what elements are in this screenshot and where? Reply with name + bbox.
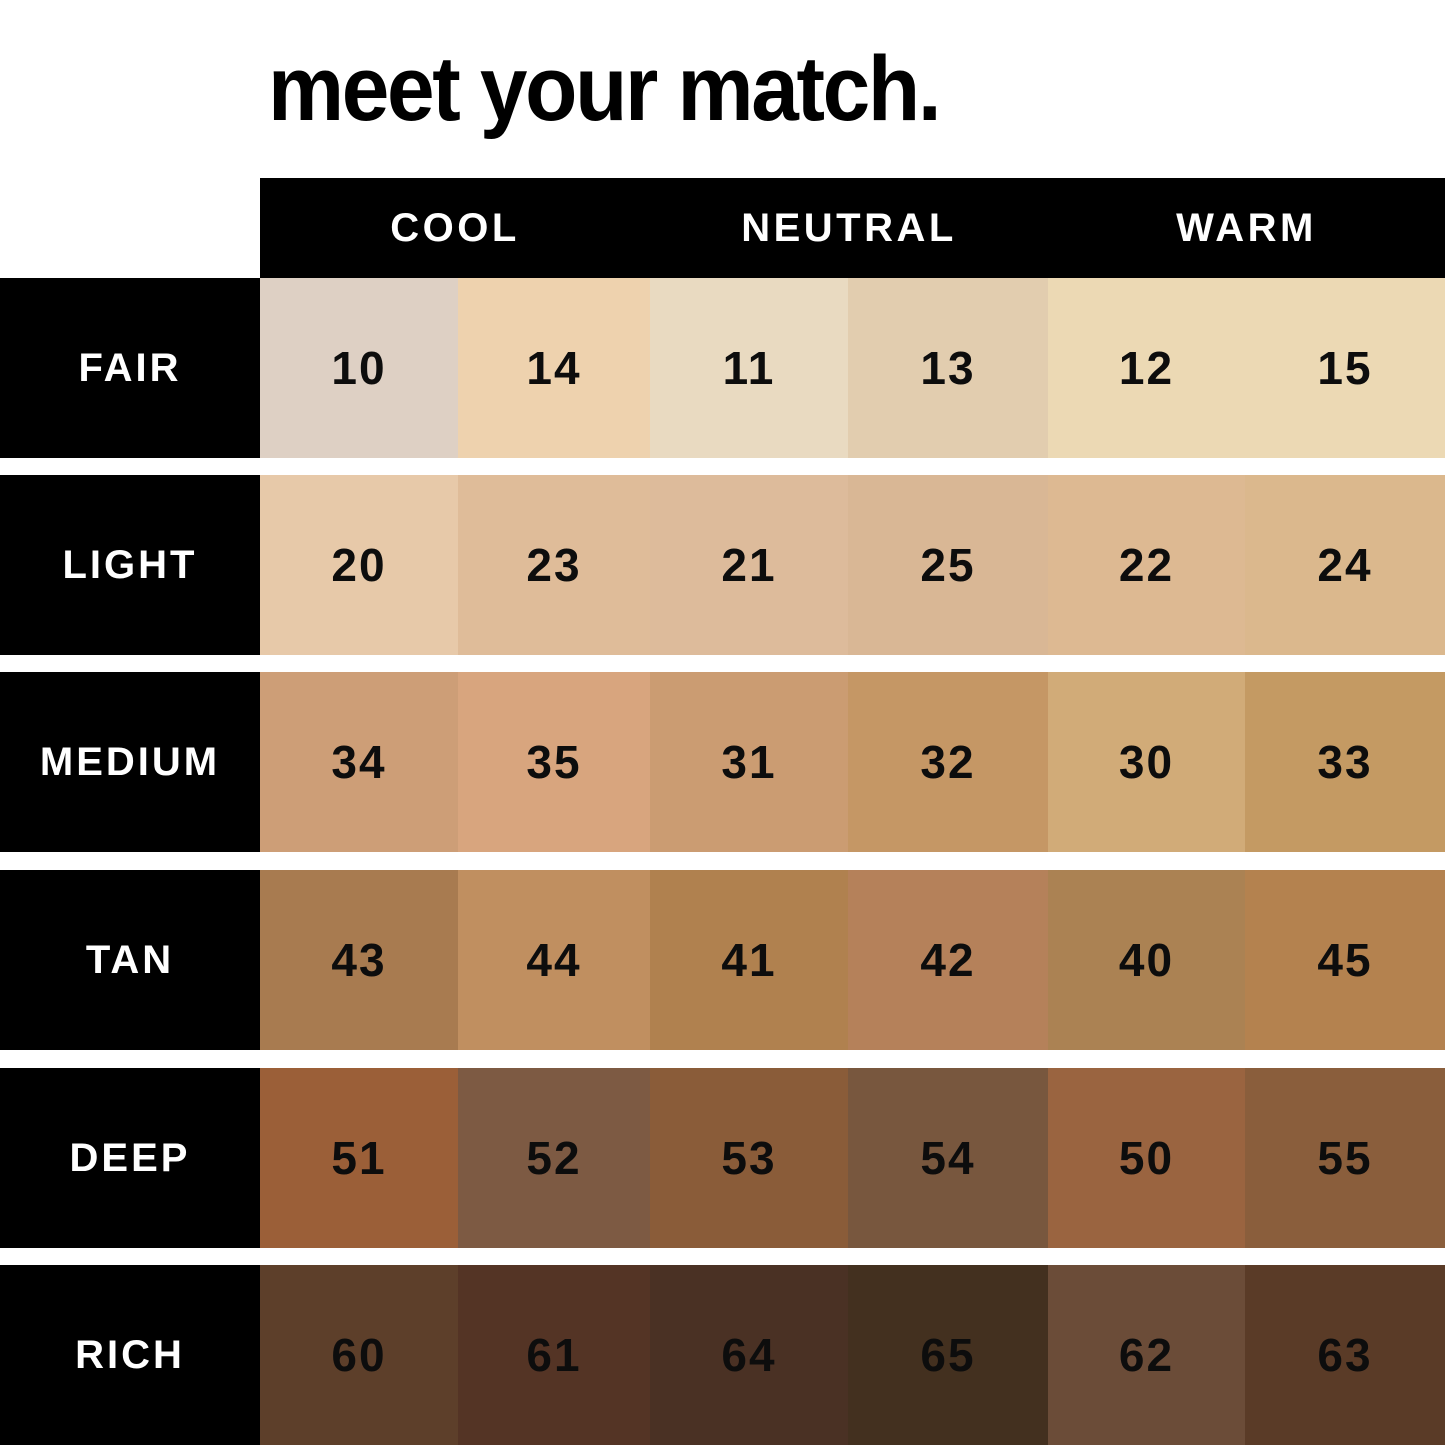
swatch-cell[interactable]: 54 bbox=[848, 1068, 1048, 1248]
swatch-group-fair: 10 14 11 13 12 15 bbox=[260, 278, 1445, 458]
swatch-cell[interactable]: 31 bbox=[650, 672, 848, 852]
swatch-cell[interactable]: 42 bbox=[848, 870, 1048, 1050]
shade-number: 51 bbox=[331, 1132, 387, 1184]
shade-number: 61 bbox=[526, 1329, 582, 1381]
shade-number: 25 bbox=[920, 539, 976, 591]
shade-row-tan: TAN 43 44 41 42 40 45 bbox=[0, 870, 1445, 1050]
swatch-group-medium: 34 35 31 32 30 33 bbox=[260, 672, 1445, 852]
row-label-medium: MEDIUM bbox=[0, 672, 260, 852]
swatch-cell[interactable]: 60 bbox=[260, 1265, 458, 1445]
shade-number: 44 bbox=[526, 934, 582, 986]
swatch-cell[interactable]: 64 bbox=[650, 1265, 848, 1445]
shade-number: 10 bbox=[331, 342, 387, 394]
swatch-cell[interactable]: 51 bbox=[260, 1068, 458, 1248]
shade-number: 54 bbox=[920, 1132, 976, 1184]
shade-number: 41 bbox=[721, 934, 777, 986]
shade-number: 64 bbox=[721, 1329, 777, 1381]
shade-number: 65 bbox=[920, 1329, 976, 1381]
shade-number: 62 bbox=[1118, 1329, 1175, 1381]
shade-number: 12 bbox=[1118, 342, 1175, 394]
shade-number: 30 bbox=[1118, 736, 1175, 788]
shade-row-fair: FAIR 10 14 11 13 12 15 bbox=[0, 278, 1445, 458]
page-title: meet your match. bbox=[268, 38, 942, 140]
shade-row-medium: MEDIUM 34 35 31 32 30 33 bbox=[0, 672, 1445, 852]
column-header-warm: WARM bbox=[1176, 205, 1317, 250]
swatch-cell[interactable]: 53 bbox=[650, 1068, 848, 1248]
swatch-cell[interactable]: 44 bbox=[458, 870, 650, 1050]
shade-row-deep: DEEP 51 52 53 54 50 55 bbox=[0, 1068, 1445, 1248]
swatch-cell[interactable]: 11 bbox=[650, 278, 848, 458]
shade-number: 42 bbox=[920, 934, 976, 986]
swatch-cell[interactable]: 14 bbox=[458, 278, 650, 458]
swatch-cell[interactable]: 33 bbox=[1245, 672, 1445, 852]
swatch-cell[interactable]: 10 bbox=[260, 278, 458, 458]
swatch-cell[interactable]: 22 bbox=[1048, 475, 1245, 655]
swatch-cell[interactable]: 12 bbox=[1048, 278, 1245, 458]
shade-number: 15 bbox=[1317, 342, 1373, 394]
swatch-cell[interactable]: 41 bbox=[650, 870, 848, 1050]
swatch-cell[interactable]: 43 bbox=[260, 870, 458, 1050]
swatch-group-light: 20 23 21 25 22 24 bbox=[260, 475, 1445, 655]
shade-number: 21 bbox=[721, 539, 777, 591]
row-label-deep: DEEP bbox=[0, 1068, 260, 1248]
swatch-cell[interactable]: 20 bbox=[260, 475, 458, 655]
swatch-cell[interactable]: 25 bbox=[848, 475, 1048, 655]
shade-number: 13 bbox=[920, 342, 976, 394]
row-label-rich: RICH bbox=[0, 1265, 260, 1445]
swatch-cell[interactable]: 30 bbox=[1048, 672, 1245, 852]
swatch-group-deep: 51 52 53 54 50 55 bbox=[260, 1068, 1445, 1248]
shade-number: 23 bbox=[526, 539, 582, 591]
shade-number: 11 bbox=[722, 342, 776, 394]
column-header-neutral: NEUTRAL bbox=[741, 205, 957, 250]
swatch-cell[interactable]: 13 bbox=[848, 278, 1048, 458]
shade-number: 60 bbox=[331, 1329, 387, 1381]
shade-number: 20 bbox=[331, 539, 387, 591]
swatch-cell[interactable]: 23 bbox=[458, 475, 650, 655]
title-area: meet your match. bbox=[0, 0, 1445, 178]
shade-number: 52 bbox=[526, 1132, 582, 1184]
undertone-header-bar: COOL NEUTRAL WARM bbox=[260, 178, 1445, 278]
swatch-cell[interactable]: 52 bbox=[458, 1068, 650, 1248]
shade-number: 45 bbox=[1317, 934, 1373, 986]
shade-number: 34 bbox=[331, 736, 387, 788]
row-label-fair: FAIR bbox=[0, 278, 260, 458]
row-label-tan: TAN bbox=[0, 870, 260, 1050]
swatch-cell[interactable]: 15 bbox=[1245, 278, 1445, 458]
shade-row-rich: RICH 60 61 64 65 62 63 bbox=[0, 1265, 1445, 1445]
shade-number: 50 bbox=[1118, 1132, 1175, 1184]
shade-row-light: LIGHT 20 23 21 25 22 24 bbox=[0, 475, 1445, 655]
swatch-group-rich: 60 61 64 65 62 63 bbox=[260, 1265, 1445, 1445]
swatch-cell[interactable]: 32 bbox=[848, 672, 1048, 852]
shade-number: 22 bbox=[1118, 539, 1175, 591]
swatch-cell[interactable]: 35 bbox=[458, 672, 650, 852]
shade-number: 31 bbox=[721, 736, 777, 788]
swatch-cell[interactable]: 40 bbox=[1048, 870, 1245, 1050]
shade-number: 24 bbox=[1317, 539, 1373, 591]
shade-number: 32 bbox=[920, 736, 976, 788]
shade-number: 63 bbox=[1317, 1329, 1373, 1381]
swatch-cell[interactable]: 61 bbox=[458, 1265, 650, 1445]
shade-number: 53 bbox=[721, 1132, 777, 1184]
swatch-cell[interactable]: 21 bbox=[650, 475, 848, 655]
swatch-cell[interactable]: 50 bbox=[1048, 1068, 1245, 1248]
row-label-light: LIGHT bbox=[0, 475, 260, 655]
shade-number: 33 bbox=[1317, 736, 1373, 788]
shade-number: 14 bbox=[526, 342, 582, 394]
swatch-cell[interactable]: 55 bbox=[1245, 1068, 1445, 1248]
swatch-cell[interactable]: 24 bbox=[1245, 475, 1445, 655]
swatch-cell[interactable]: 45 bbox=[1245, 870, 1445, 1050]
swatch-cell[interactable]: 63 bbox=[1245, 1265, 1445, 1445]
shade-number: 35 bbox=[526, 736, 582, 788]
shade-number: 55 bbox=[1317, 1132, 1373, 1184]
swatch-cell[interactable]: 34 bbox=[260, 672, 458, 852]
column-header-cool: COOL bbox=[390, 205, 520, 250]
shade-number: 43 bbox=[331, 934, 387, 986]
swatch-group-tan: 43 44 41 42 40 45 bbox=[260, 870, 1445, 1050]
shade-number: 40 bbox=[1118, 934, 1175, 986]
swatch-cell[interactable]: 62 bbox=[1048, 1265, 1245, 1445]
swatch-cell[interactable]: 65 bbox=[848, 1265, 1048, 1445]
